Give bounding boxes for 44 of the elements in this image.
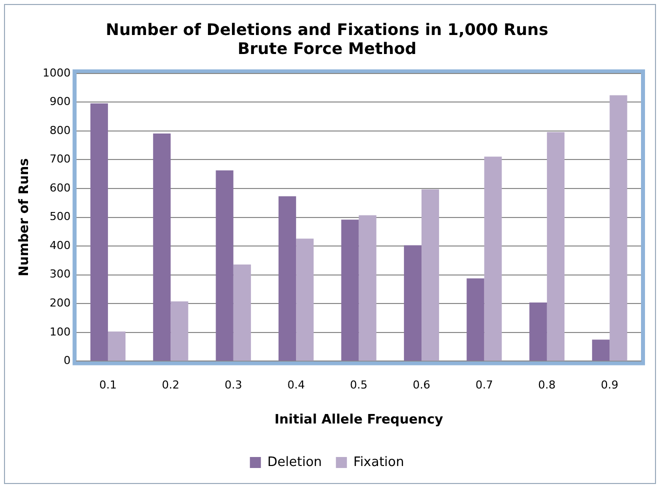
y-tick-label: 500 — [50, 210, 71, 224]
y-axis-title: Number of Runs — [17, 158, 32, 276]
x-axis-title: Initial Allele Frequency — [274, 412, 444, 428]
x-tick-label: 0.7 — [475, 378, 493, 392]
bar — [592, 340, 610, 361]
x-tick-label: 0.2 — [162, 378, 180, 392]
bar — [108, 332, 126, 361]
y-tick-label: 400 — [50, 238, 71, 252]
chart-title: Number of Deletions and Fixations in 1,000 Runs — [106, 20, 548, 39]
bar — [466, 278, 484, 361]
y-tick-label: 1000 — [42, 66, 71, 80]
y-tick-label: 900 — [50, 95, 71, 108]
bar — [216, 170, 234, 361]
x-tick-label: 0.5 — [350, 378, 368, 392]
bar — [170, 301, 188, 361]
bar — [422, 189, 440, 361]
y-tick-label: 300 — [50, 268, 71, 281]
legend-label: Fixation — [353, 454, 404, 470]
bar — [153, 134, 171, 361]
x-tick-label: 0.4 — [287, 378, 305, 392]
bar — [233, 264, 251, 361]
x-tick-label: 0.6 — [412, 378, 430, 392]
bar — [529, 302, 547, 361]
x-tick-label: 0.3 — [224, 378, 242, 392]
chart-subtitle: Brute Force Method — [238, 38, 416, 58]
bar — [610, 95, 628, 361]
bar — [484, 156, 502, 361]
x-tick-label: 0.1 — [99, 378, 117, 392]
bar — [90, 103, 108, 361]
bar — [358, 215, 376, 361]
y-tick-label: 100 — [50, 325, 71, 338]
bar — [404, 245, 422, 361]
y-tick-label: 600 — [50, 181, 71, 194]
bar — [546, 132, 564, 361]
y-tick-label: 700 — [50, 152, 71, 166]
bar — [278, 196, 296, 361]
y-tick-label: 0 — [64, 354, 71, 368]
x-tick-label: 0.8 — [538, 378, 556, 392]
bar — [341, 220, 359, 361]
x-tick-label: 0.9 — [600, 378, 618, 392]
y-tick-label: 200 — [50, 296, 71, 310]
y-tick-label: 800 — [50, 124, 71, 137]
legend-label: Deletion — [267, 454, 322, 470]
bar — [296, 238, 314, 361]
